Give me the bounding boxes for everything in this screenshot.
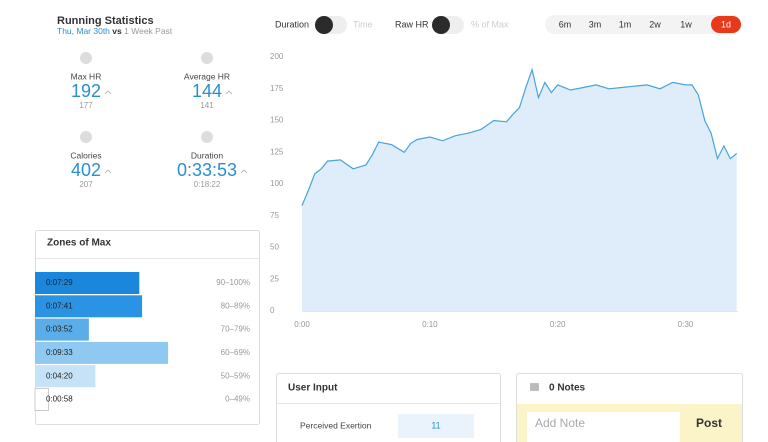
stat-value: 402 — [71, 160, 101, 180]
zone-range: 60–69% — [221, 348, 250, 357]
stat-icon — [80, 52, 92, 64]
y-tick-label: 200 — [270, 52, 284, 61]
zone-time: 0:07:41 — [46, 301, 73, 310]
zone-bar — [34, 388, 49, 411]
toggle-knob — [315, 16, 333, 34]
hr-area — [302, 69, 737, 311]
y-tick-label: 0 — [270, 306, 275, 315]
zone-range: 70–79% — [221, 325, 250, 334]
y-tick-label: 50 — [270, 243, 279, 252]
stat-value: 0:33:53 — [177, 160, 237, 180]
date: Thu, Mar 30th — [57, 26, 110, 36]
y-tick-label: 25 — [270, 274, 279, 283]
stat-previous: 141 — [200, 101, 214, 110]
stat-label: Average HR — [184, 71, 230, 81]
up-arrow — [240, 169, 248, 174]
zone-bar — [35, 272, 140, 294]
x-tick-label: 0:00 — [294, 320, 310, 329]
range-buttons: 6m 3m 1m 2w 1w 1d — [559, 16, 741, 33]
range-button[interactable]: 1w — [680, 19, 692, 29]
zone-range: 80–89% — [221, 301, 250, 310]
zone-time: 0:09:33 — [46, 348, 73, 357]
zone-bar — [35, 365, 96, 388]
zone-time: 0:04:20 — [46, 371, 73, 380]
up-arrow — [104, 90, 112, 95]
toggle-label: Raw HR — [395, 19, 429, 29]
compare: 1 Week Past — [124, 26, 173, 36]
range-button[interactable]: 1m — [619, 19, 632, 29]
title: Running Statistics — [57, 15, 154, 27]
y-tick-label: 100 — [270, 179, 284, 188]
notes-title: 0 Notes — [549, 383, 586, 394]
stat-label: Calories — [70, 150, 101, 160]
field-label: Perceived Exertion — [300, 420, 372, 430]
range-button[interactable]: 3m — [589, 19, 602, 29]
up-arrow — [104, 169, 112, 174]
up-arrow — [225, 90, 233, 95]
x-tick-label: 0:10 — [422, 320, 438, 329]
note-input[interactable] — [527, 412, 680, 442]
y-tick-label: 125 — [270, 147, 284, 156]
zone-range: 0–49% — [225, 395, 250, 404]
hr-chart: 0 25 50 75 100 125 150 175 200 0:00 0:10 0:20 0:30 — [270, 52, 738, 329]
range-button[interactable]: 1d — [721, 19, 731, 29]
subtitle: Thu, Mar 30th vs 1 Week Past — [57, 26, 173, 36]
stat-icon — [201, 131, 213, 143]
toggle-option: Time — [353, 19, 373, 29]
zone-range: 50–59% — [221, 371, 250, 380]
stat-previous: 177 — [79, 101, 93, 110]
range-button[interactable]: 2w — [649, 19, 661, 29]
zone-bar — [35, 295, 143, 318]
zones-bars: 0:07:29 90–100% 0:07:41 80–89% 0:03:52 70–79%… — [34, 272, 250, 411]
stat-icon — [201, 52, 213, 64]
x-tick-label: 0:30 — [678, 320, 694, 329]
range-button[interactable]: 6m — [559, 19, 572, 29]
y-tick-label: 75 — [270, 211, 279, 220]
range-bar — [545, 15, 742, 34]
zone-time: 0:03:52 — [46, 325, 73, 334]
zone-bar — [35, 341, 169, 364]
field-value: 11 — [431, 420, 440, 430]
notes-icon — [530, 383, 539, 391]
field-input[interactable] — [398, 414, 474, 438]
toggle-label: Duration — [275, 19, 309, 29]
stat-label: Duration — [191, 150, 223, 160]
toggle-option: % of Max — [471, 19, 509, 29]
toggle-knob — [432, 16, 450, 34]
hr-line — [301, 67, 738, 206]
stat-value: 192 — [71, 81, 101, 101]
note-placeholder: Add Note — [535, 416, 585, 430]
y-tick-label: 175 — [270, 84, 284, 93]
user-input-title: User Input — [288, 383, 338, 394]
zones-title: Zones of Max — [47, 238, 111, 249]
range-active — [711, 16, 741, 33]
zone-range: 90–100% — [216, 278, 250, 287]
zone-bar — [35, 318, 89, 341]
x-tick-label: 0:20 — [550, 320, 566, 329]
zone-time: 0:07:29 — [46, 278, 73, 287]
y-tick-label: 150 — [270, 116, 284, 125]
stat-icon — [80, 131, 92, 143]
post-button[interactable]: Post — [696, 416, 722, 430]
stat-value: 144 — [192, 81, 222, 101]
stat-previous: 0:18:22 — [194, 180, 221, 189]
zone-time: 0:00:58 — [46, 395, 73, 404]
stat-label: Max HR — [71, 71, 102, 81]
vs: vs — [112, 26, 122, 36]
stat-previous: 207 — [79, 180, 93, 189]
